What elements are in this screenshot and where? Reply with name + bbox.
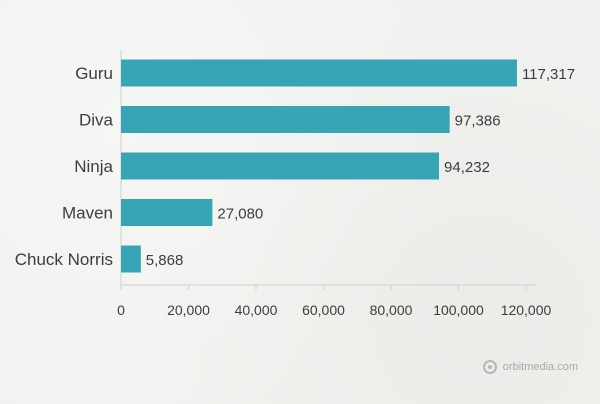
watermark-text: orbitmedia.com (502, 361, 578, 373)
data-label: 94,232 (444, 159, 490, 176)
watermark: orbitmedia.com (482, 360, 578, 374)
bar (121, 59, 517, 87)
x-tick-label: 100,000 (433, 302, 484, 318)
category-label: Chuck Norris (15, 250, 113, 269)
data-label: 27,080 (217, 206, 263, 223)
x-tick-label: 40,000 (235, 302, 278, 318)
x-tick-label: 0 (117, 302, 125, 318)
bar (121, 106, 450, 133)
x-tick-label: 60,000 (302, 302, 345, 318)
bar (121, 152, 440, 180)
data-label: 97,386 (455, 113, 501, 130)
category-label: Ninja (74, 157, 113, 176)
data-label: 117,317 (522, 66, 575, 83)
orbit-logo-icon (482, 360, 497, 374)
bar (121, 245, 141, 273)
x-tick-label: 120,000 (501, 302, 552, 318)
x-tick-label: 80,000 (370, 302, 413, 318)
category-label: Maven (62, 204, 113, 223)
category-label: Guru (75, 64, 113, 83)
category-label: Diva (79, 111, 114, 130)
x-tick-label: 20,000 (167, 302, 210, 318)
bar (121, 199, 213, 226)
data-label: 5,868 (146, 252, 184, 269)
